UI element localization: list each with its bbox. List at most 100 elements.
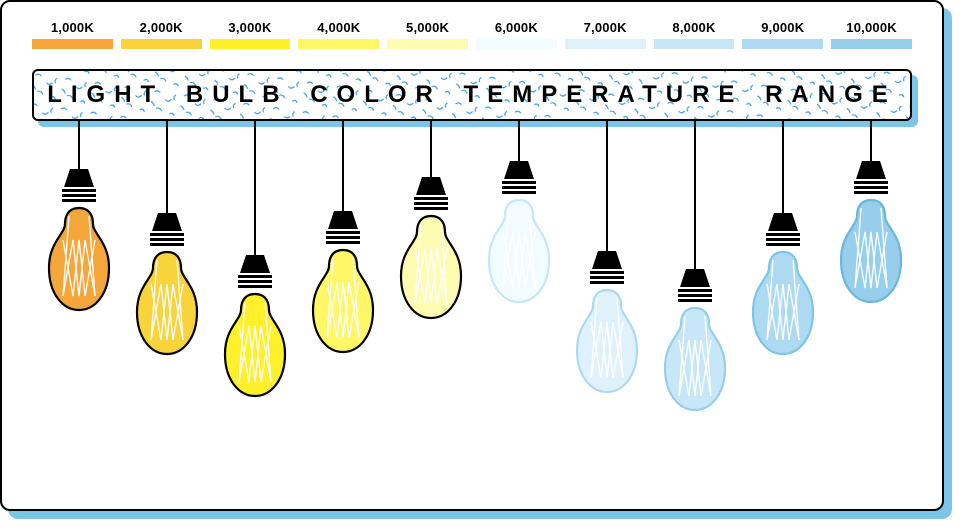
bulb-socket [677, 269, 713, 302]
bulb-cord [342, 121, 345, 211]
bulb-unit [567, 121, 647, 401]
socket-ring [502, 191, 536, 194]
legend-swatch [831, 39, 912, 49]
legend-label: 8,000K [654, 20, 735, 35]
bulb-socket [61, 169, 97, 202]
bulb-socket [149, 213, 185, 246]
socket-ring [502, 186, 536, 189]
bulb-unit [391, 121, 471, 327]
bulb-socket [501, 161, 537, 194]
socket-ring [766, 243, 800, 246]
infographic-title: LIGHT BULB COLOR TEMPERATURE RANGE [47, 81, 897, 109]
legend-item: 10,000K [831, 20, 912, 49]
bulb-unit [127, 121, 207, 363]
socket-cap [592, 251, 622, 269]
legend-label: 6,000K [476, 20, 557, 35]
socket-ring [326, 236, 360, 239]
bulb-unit [743, 121, 823, 363]
legend-item: 7,000K [565, 20, 646, 49]
socket-cap [64, 169, 94, 187]
bulb-cord [782, 121, 785, 213]
bulb-socket [325, 211, 361, 244]
legend-swatch [654, 39, 735, 49]
socket-ring [502, 181, 536, 184]
socket-ring [766, 233, 800, 236]
bulb-cord [870, 121, 873, 161]
socket-ring [590, 271, 624, 274]
socket-ring [62, 199, 96, 202]
color-temperature-legend: 1,000K 2,000K 3,000K 4,000K 5,000K 6,000K 7,00… [32, 20, 912, 49]
socket-ring [150, 233, 184, 236]
legend-label: 4,000K [298, 20, 379, 35]
socket-cap [856, 161, 886, 179]
socket-ring [238, 285, 272, 288]
bulb-unit [303, 121, 383, 361]
bulb-cord [606, 121, 609, 251]
lightbulb-icon [303, 246, 383, 356]
bulb-socket [765, 213, 801, 246]
lightbulb-icon [215, 290, 295, 400]
legend-swatch [742, 39, 823, 49]
socket-ring [414, 197, 448, 200]
bulb [567, 286, 647, 401]
bulb-cord [166, 121, 169, 213]
socket-ring [326, 231, 360, 234]
bulb [391, 212, 471, 327]
socket-ring [150, 238, 184, 241]
legend-label: 1,000K [32, 20, 113, 35]
socket-ring [62, 189, 96, 192]
bulb-cord [518, 121, 521, 161]
socket-ring [678, 299, 712, 302]
legend-item: 3,000K [210, 20, 291, 49]
legend-label: 2,000K [121, 20, 202, 35]
bulb [655, 304, 735, 419]
lightbulb-icon [831, 196, 911, 306]
legend-label: 5,000K [387, 20, 468, 35]
legend-item: 2,000K [121, 20, 202, 49]
bulb-unit [831, 121, 911, 311]
bulb [743, 248, 823, 363]
bulb-unit [39, 121, 119, 319]
socket-ring [238, 275, 272, 278]
socket-cap [416, 177, 446, 195]
bulb [303, 246, 383, 361]
bulb-socket [237, 255, 273, 288]
legend-label: 9,000K [742, 20, 823, 35]
bulb-unit [215, 121, 295, 405]
bulb-unit [479, 121, 559, 311]
socket-cap [328, 211, 358, 229]
legend-item: 1,000K [32, 20, 113, 49]
socket-ring [414, 207, 448, 210]
lightbulb-icon [479, 196, 559, 306]
bulb-socket [589, 251, 625, 284]
socket-ring [590, 276, 624, 279]
legend-label: 3,000K [210, 20, 291, 35]
legend-item: 9,000K [742, 20, 823, 49]
title-bar-wrap: LIGHT BULB COLOR TEMPERATURE RANGE [32, 69, 912, 121]
legend-swatch [32, 39, 113, 49]
socket-ring [854, 181, 888, 184]
bulb-socket [853, 161, 889, 194]
socket-ring [590, 281, 624, 284]
lightbulb-icon [127, 248, 207, 358]
socket-ring [854, 186, 888, 189]
lightbulb-icon [39, 204, 119, 314]
lightbulb-icon [743, 248, 823, 358]
socket-ring [678, 289, 712, 292]
lightbulb-icon [391, 212, 471, 322]
bulb-cord [430, 121, 433, 177]
legend-item: 4,000K [298, 20, 379, 49]
bulbs-row [32, 121, 912, 461]
legend-swatch [298, 39, 379, 49]
bulb-cord [694, 121, 697, 269]
socket-ring [150, 243, 184, 246]
legend-label: 10,000K [831, 20, 912, 35]
bulb [39, 204, 119, 319]
legend-item: 5,000K [387, 20, 468, 49]
socket-cap [240, 255, 270, 273]
socket-cap [504, 161, 534, 179]
legend-item: 8,000K [654, 20, 735, 49]
legend-item: 6,000K [476, 20, 557, 49]
bulb [215, 290, 295, 405]
socket-cap [768, 213, 798, 231]
